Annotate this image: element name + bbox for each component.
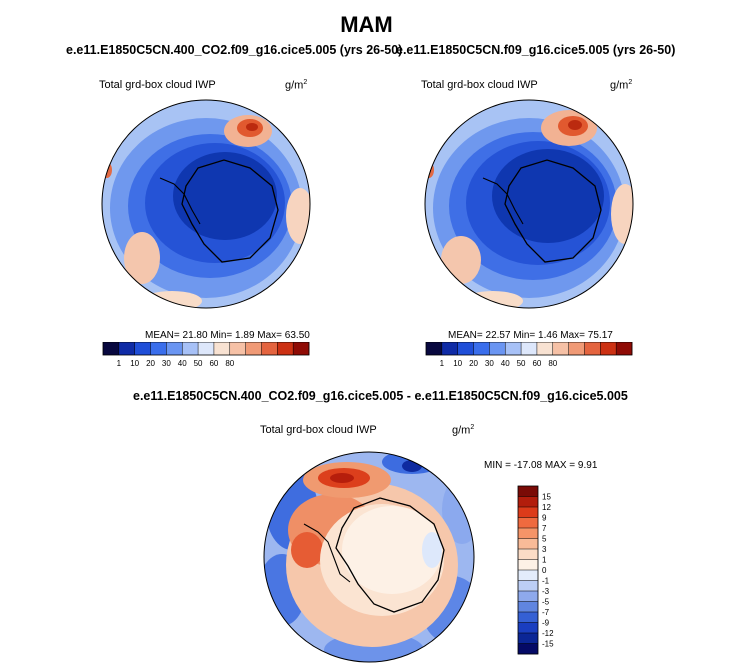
panel3-colorbar-tick-label: -15 [542,640,554,649]
panel1-colorbar-swatch [166,342,183,355]
panel1-run-title: e.e11.E1850C5CN.400_CO2.f09_g16.cice5.00… [66,43,403,57]
panel1-colorbar-tick-label: 30 [162,359,171,368]
panel1-colorbar-tick-label: 60 [209,359,218,368]
panel2-colorbar-swatch [521,342,538,355]
panel3-colorbar-swatch [518,528,538,539]
panel3-stats: MIN = -17.08 MAX = 9.91 [484,460,598,471]
panel3-map [263,451,475,663]
panel3-variable-label: Total grd-box cloud IWP [260,424,377,436]
panel3-colorbar-swatch [518,591,538,602]
panel1-colorbar-swatch [150,342,167,355]
panel2-colorbar-tick-label: 40 [501,359,510,368]
panel2-colorbar-swatch [568,342,585,355]
panel2-colorbar-tick-label: 80 [548,359,557,368]
panel2-map [424,99,634,309]
panel2-colorbar-swatch [600,342,617,355]
panel2-colorbar-swatch [489,342,506,355]
panel3-colorbar-tick-label: 1 [542,556,547,565]
panel3-colorbar-swatch [518,612,538,623]
figure-title: MAM [340,12,393,37]
panel1-colorbar-tick-label: 50 [194,359,203,368]
panel2-variable-label: Total grd-box cloud IWP [421,79,538,91]
panel3-colorbar-swatch [518,496,538,508]
panel1-map [101,99,311,309]
panel1-colorbar-swatch [277,342,294,355]
panel1-colorbar-swatch [261,342,278,355]
panel2-run-title: e.e11.E1850C5CN.f09_g16.cice5.005 (yrs 2… [396,43,676,57]
panel2-colorbar-swatch [441,342,458,355]
panel2-colorbar-swatch [457,342,474,355]
panel2-colorbar-tick-label: 60 [532,359,541,368]
panel3-colorbar-tick-label: -1 [542,577,550,586]
panel3-colorbar-swatch [518,601,538,613]
panel3-colorbar-swatch [518,507,538,518]
panel3-colorbar-swatch [518,538,538,550]
panel2-colorbar-swatch [616,342,633,355]
panel3-colorbar-tick-label: -9 [542,619,550,628]
panel3-colorbar-tick-label: 12 [542,503,551,512]
diff-title: e.e11.E1850C5CN.400_CO2.f09_g16.cice5.00… [133,389,628,403]
panel3-colorbar-tick-label: -12 [542,629,554,638]
panel3-colorbar-swatch [518,486,538,497]
panel2-colorbar-tick-label: 20 [469,359,478,368]
panel3-colorbar-tick-label: 7 [542,524,547,533]
panel2-stats: MEAN= 22.57 Min= 1.46 Max= 75.17 [448,330,613,341]
panel3-colorbar-tick-label: -5 [542,598,550,607]
panel1-units: g/m2 [285,79,308,92]
panel3-colorbar-tick-label: 3 [542,545,547,554]
panel3-colorbar-tick-label: 5 [542,535,547,544]
panel3-units: g/m2 [452,424,475,437]
panel3-colorbar-swatch [518,643,538,655]
panel2-colorbar-swatch [552,342,569,355]
panel2-colorbar-tick-label: 1 [440,359,445,368]
panel1-colorbar-tick-label: 20 [146,359,155,368]
panel3-colorbar-swatch [518,580,538,592]
panel3-colorbar-swatch [518,633,538,644]
panel2-colorbar-swatch [505,342,522,355]
panel2-colorbar-tick-label: 10 [453,359,462,368]
panel1-colorbar-tick-label: 10 [130,359,139,368]
panel2-colorbar-swatch [536,342,554,355]
panel3-colorbar-swatch [518,622,538,634]
panel1-stats: MEAN= 21.80 Min= 1.89 Max= 63.50 [145,330,310,341]
panel1-colorbar-tick-label: 40 [178,359,187,368]
panel1-colorbar-swatch [229,342,246,355]
panel2-colorbar-tick-label: 50 [517,359,526,368]
panel1-colorbar-swatch [103,342,120,355]
panel2-colorbar-swatch [584,342,601,355]
panel3-colorbar-swatch [518,517,538,529]
panel3-colorbar-tick-label: 9 [542,514,547,523]
panel2-colorbar-swatch [426,342,443,355]
panel1-colorbar-swatch [245,342,262,355]
panel1-colorbar-swatch [182,342,199,355]
panel1-colorbar-swatch [293,342,310,355]
panel1-colorbar-tick-label: 80 [225,359,234,368]
panel3-colorbar-tick-label: 15 [542,493,551,502]
panel1-colorbar-tick-label: 1 [117,359,122,368]
panel2-colorbar-tick-label: 30 [485,359,494,368]
panel1-colorbar: 1 10 20 30 40 50 60 80 [102,342,310,368]
panel3-colorbar-tick-label: -7 [542,608,550,617]
panel3-colorbar-swatch [518,549,538,560]
panel1-variable-label: Total grd-box cloud IWP [99,79,216,91]
panel1-colorbar-swatch [198,342,215,355]
panel3-colorbar-tick-label: -3 [542,587,550,596]
panel2-colorbar: 1 10 20 30 40 50 60 80 [425,342,633,368]
panel1-colorbar-swatch [118,342,135,355]
panel1-colorbar-swatch [134,342,151,355]
panel1-colorbar-swatch [213,342,231,355]
panel2-colorbar-swatch [473,342,490,355]
panel3-colorbar-swatch [518,570,538,581]
panel3-colorbar-tick-label: 0 [542,566,547,575]
panel2-units: g/m2 [610,79,633,92]
panel3-colorbar-swatch [518,559,538,571]
